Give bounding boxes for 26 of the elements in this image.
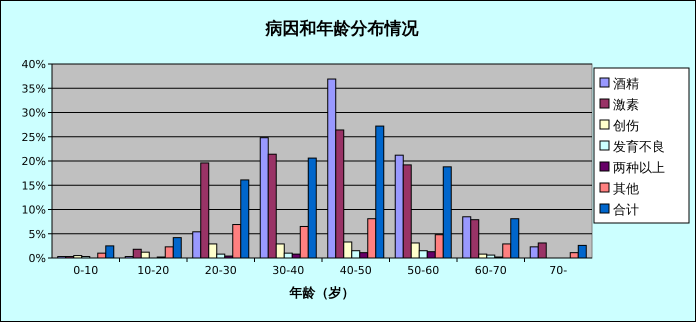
y-tick-label: 35% (22, 82, 46, 96)
x-tick-label: 60-70 (474, 264, 507, 277)
legend-label: 激素 (613, 98, 639, 113)
x-tick-label: 10-20 (137, 264, 170, 277)
y-tick-label: 0% (28, 252, 46, 265)
x-axis-title: 年龄（岁） (288, 286, 354, 301)
x-tick-label: 50-60 (407, 264, 440, 277)
x-tick-label: 20-30 (204, 264, 237, 277)
y-tick-label: 40% (22, 58, 46, 71)
legend-label: 发育不良 (613, 139, 665, 155)
legend-label: 酒精 (613, 77, 639, 92)
y-tick-label: 30% (22, 106, 46, 120)
legend-label: 创伤 (613, 119, 639, 134)
legend-label: 其他 (613, 182, 639, 197)
y-tick-label: 10% (22, 204, 46, 216)
chart-title: 病因和年龄分布情况 (264, 19, 420, 39)
x-tick-label: 40-50 (340, 264, 372, 277)
x-tick-label: 30-40 (272, 264, 304, 277)
x-tick-label: 70- (549, 264, 568, 277)
x-tick-label: 0-10 (73, 264, 98, 277)
legend-label: 两种以上 (613, 161, 665, 176)
legend-label: 合计 (613, 203, 639, 218)
y-tick-label: 15% (22, 179, 46, 192)
y-tick-label: 25% (22, 130, 46, 144)
y-tick-label: 5% (28, 228, 46, 241)
y-tick-label: 20% (22, 155, 46, 168)
